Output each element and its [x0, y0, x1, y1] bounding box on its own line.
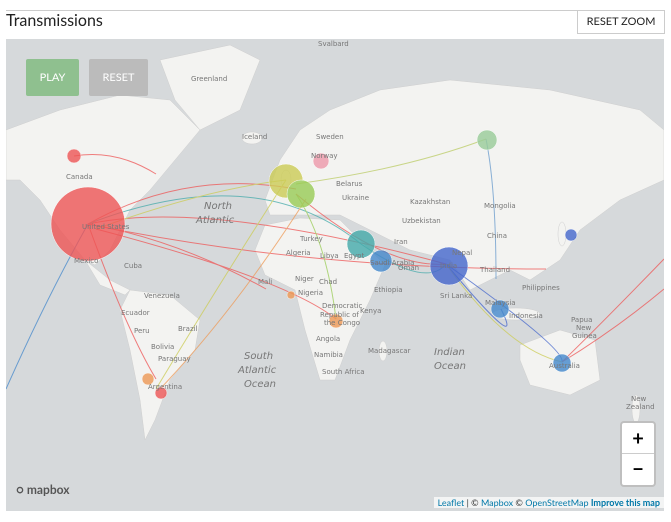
place-label: the Congo: [324, 319, 360, 327]
place-label: Ethiopia: [374, 286, 403, 294]
place-label: Ecuador: [121, 309, 150, 317]
place-label: Iran: [394, 238, 408, 246]
place-label: South Africa: [322, 368, 365, 376]
place-label: Iceland: [242, 133, 267, 141]
place-label: Paraguay: [158, 355, 191, 363]
place-label: Argentina: [148, 383, 182, 391]
place-label: Sweden: [316, 133, 344, 141]
place-label: Mali: [258, 278, 272, 286]
place-label: Svalbard: [318, 40, 349, 48]
place-label: Belarus: [336, 180, 363, 188]
place-label: Oman: [398, 264, 419, 272]
place-labels: Greenland Iceland Sweden Norway Svalbard…: [66, 40, 655, 411]
reset-zoom-button[interactable]: RESET ZOOM: [577, 10, 665, 34]
place-label: Cuba: [124, 262, 142, 270]
place-label: United States: [82, 223, 130, 231]
place-label: New: [631, 395, 647, 403]
place-label: Greenland: [191, 75, 227, 83]
ocean-label: Ocean: [244, 379, 276, 390]
place-label: Canada: [66, 173, 93, 181]
divider: [6, 10, 577, 11]
ocean-label: Atlantic: [195, 215, 235, 226]
place-label: Chad: [319, 278, 337, 286]
ocean-label: Atlantic: [237, 365, 277, 376]
transmission-circles: [50, 129, 578, 400]
place-label: Kenya: [360, 307, 381, 315]
place-label: Saudi Arabia: [370, 259, 414, 267]
place-label: Peru: [134, 327, 150, 335]
ocean-label: Ocean: [434, 361, 466, 372]
mapbox-logo[interactable]: ○ mapbox: [16, 482, 70, 497]
place-label: Libya: [320, 252, 339, 260]
link[interactable]: Leaflet: [437, 497, 465, 508]
place-label: Niger: [295, 275, 314, 283]
place-label: Egypt: [344, 252, 364, 260]
link[interactable]: Improve this map: [590, 497, 660, 508]
attribution: Leaflet | © Mapbox © OpenStreetMap Impro…: [433, 497, 664, 508]
play-button[interactable]: PLAY: [26, 59, 79, 96]
logo-text: mapbox: [26, 482, 70, 497]
place-label: Namibia: [314, 351, 343, 359]
link[interactable]: Mapbox: [480, 497, 514, 508]
place-label: China: [487, 232, 507, 240]
place-label: Zealand: [626, 403, 655, 411]
place-label: Mexico: [74, 257, 98, 265]
place-label: Mongolia: [484, 202, 516, 210]
place-label: Malaysia: [485, 299, 516, 307]
link[interactable]: OpenStreetMap: [525, 497, 589, 508]
zoom-in[interactable]: +: [622, 423, 654, 454]
place-label: Nigeria: [298, 289, 323, 297]
place-label: Bolivia: [151, 343, 174, 351]
place-label: Algeria: [286, 249, 311, 257]
place-label: Indonesia: [509, 312, 543, 320]
place-label: Norway: [311, 152, 338, 160]
place-label: Brazil: [178, 325, 198, 333]
place-label: India: [440, 262, 457, 270]
place-label: Thailand: [479, 266, 510, 274]
place-label: Turkey: [299, 235, 323, 243]
place-label: Australia: [549, 362, 580, 370]
place-label: Nepal: [452, 249, 472, 257]
transmission-arcs: [6, 138, 664, 390]
place-label: Venezuela: [144, 292, 180, 300]
reset-button[interactable]: RESET: [89, 59, 148, 96]
place-label: Kazakhstan: [410, 198, 450, 206]
place-label: Madagascar: [368, 347, 411, 355]
title: Transmissions: [6, 11, 103, 30]
place-label: Angola: [316, 335, 340, 343]
ocean-label: North: [204, 201, 232, 212]
place-label: Papua: [571, 316, 592, 324]
place-label: Republic of: [320, 311, 359, 319]
place-label: Philippines: [522, 284, 560, 292]
place-label: Guinea: [572, 332, 597, 340]
zoom-control: + −: [620, 421, 656, 487]
place-label: Uzbekistan: [402, 217, 441, 225]
place-label: Democratic: [322, 302, 363, 310]
place-label: New: [576, 324, 592, 332]
place-label: Ukraine: [342, 194, 369, 202]
ocean-label: South: [244, 351, 273, 362]
zoom-out[interactable]: −: [632, 457, 644, 481]
ocean-label: Indian: [434, 347, 465, 358]
map[interactable]: Greenland Iceland Sweden Norway Svalbard…: [6, 39, 664, 511]
place-label: Sri Lanka: [440, 292, 472, 300]
